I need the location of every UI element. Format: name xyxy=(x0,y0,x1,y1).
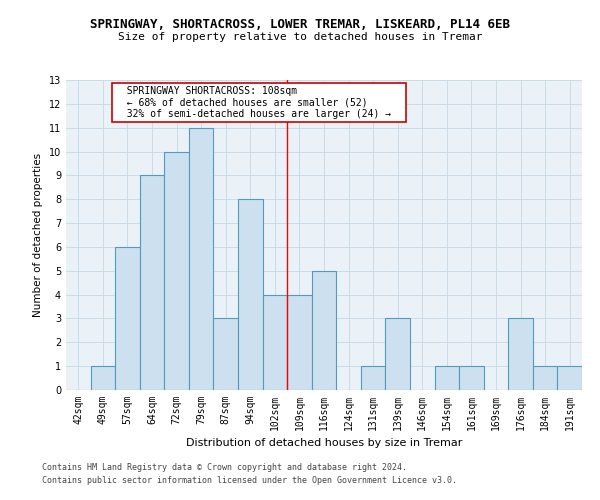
Bar xyxy=(312,271,336,390)
Bar xyxy=(361,366,385,390)
Bar xyxy=(434,366,459,390)
Bar xyxy=(557,366,582,390)
Bar xyxy=(189,128,214,390)
Bar xyxy=(533,366,557,390)
Bar xyxy=(140,176,164,390)
Bar xyxy=(214,318,238,390)
Text: Size of property relative to detached houses in Tremar: Size of property relative to detached ho… xyxy=(118,32,482,42)
Bar xyxy=(164,152,189,390)
Text: Contains public sector information licensed under the Open Government Licence v3: Contains public sector information licen… xyxy=(42,476,457,485)
Bar xyxy=(459,366,484,390)
Bar xyxy=(385,318,410,390)
Bar xyxy=(238,199,263,390)
Bar xyxy=(115,247,140,390)
Text: SPRINGWAY SHORTACROSS: 108sqm  
  ← 68% of detached houses are smaller (52)  
  : SPRINGWAY SHORTACROSS: 108sqm ← 68% of d… xyxy=(115,86,403,119)
Text: SPRINGWAY, SHORTACROSS, LOWER TREMAR, LISKEARD, PL14 6EB: SPRINGWAY, SHORTACROSS, LOWER TREMAR, LI… xyxy=(90,18,510,30)
Bar xyxy=(508,318,533,390)
Bar xyxy=(263,294,287,390)
Bar xyxy=(287,294,312,390)
X-axis label: Distribution of detached houses by size in Tremar: Distribution of detached houses by size … xyxy=(186,438,462,448)
Bar xyxy=(91,366,115,390)
Y-axis label: Number of detached properties: Number of detached properties xyxy=(33,153,43,317)
Text: Contains HM Land Registry data © Crown copyright and database right 2024.: Contains HM Land Registry data © Crown c… xyxy=(42,464,407,472)
